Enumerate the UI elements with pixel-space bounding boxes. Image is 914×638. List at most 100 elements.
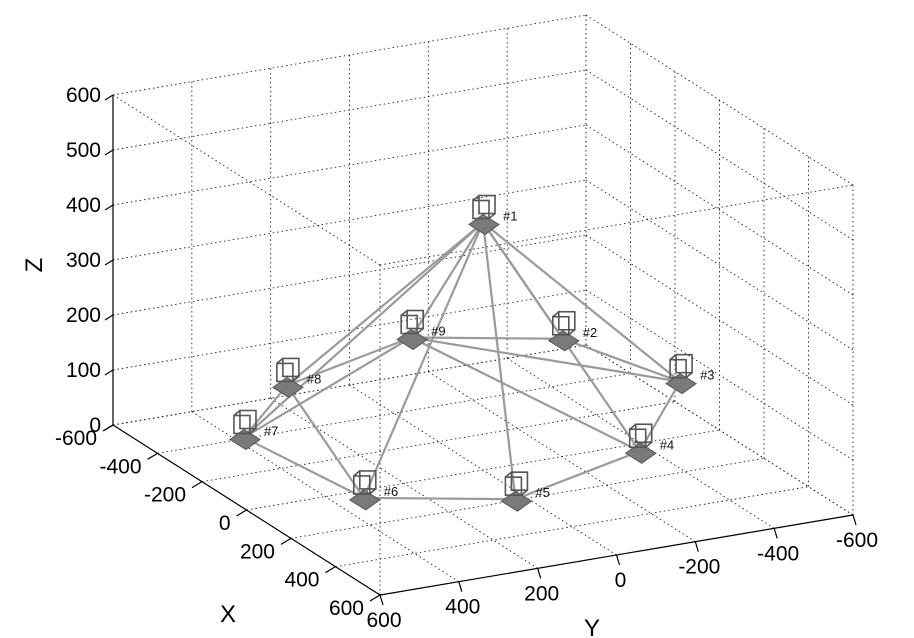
x-tick bbox=[236, 509, 247, 517]
node-cube-front bbox=[504, 476, 523, 496]
node-marker: #4 bbox=[624, 423, 674, 464]
floor-grid-line bbox=[201, 401, 676, 483]
z-tick bbox=[104, 94, 114, 101]
node-cube-front bbox=[352, 475, 371, 495]
z-tick-label: 0 bbox=[89, 414, 101, 437]
link-line bbox=[411, 336, 563, 340]
x-tick bbox=[191, 481, 203, 489]
wall-grid-line bbox=[585, 179, 854, 351]
node-cube-edge bbox=[504, 471, 512, 478]
x-tick bbox=[102, 424, 114, 432]
link-line bbox=[562, 337, 681, 383]
x-tick-label: 600 bbox=[329, 597, 364, 620]
floor-grid-line bbox=[428, 371, 696, 543]
y-tick-label: 400 bbox=[445, 596, 480, 619]
wall-grid-line bbox=[585, 234, 854, 406]
link-line bbox=[515, 450, 641, 501]
x-tick bbox=[147, 452, 158, 460]
node-cube-edge bbox=[552, 311, 560, 318]
y-tick-label: 0 bbox=[615, 569, 627, 592]
y-tick-label: -200 bbox=[678, 556, 720, 579]
wall-grid-line bbox=[585, 69, 854, 241]
node-cube-back bbox=[478, 194, 496, 215]
node-cube-back bbox=[239, 409, 257, 430]
z-tick-label: 100 bbox=[66, 359, 101, 382]
node-cube-edge bbox=[233, 409, 241, 417]
node-label: #4 bbox=[660, 437, 674, 452]
wall-grid-line bbox=[112, 69, 587, 151]
node-label: #5 bbox=[535, 485, 549, 500]
node-cube-front bbox=[276, 362, 294, 383]
wall-grid-line bbox=[112, 124, 587, 206]
floor-grid-line bbox=[349, 384, 617, 556]
node-cube-edge bbox=[369, 488, 377, 495]
node-label: #9 bbox=[431, 324, 445, 339]
grid-layer bbox=[112, 14, 854, 596]
z-tick-label: 300 bbox=[66, 249, 101, 272]
node-cube-back bbox=[510, 471, 529, 491]
x-tick-label: 0 bbox=[219, 512, 231, 535]
node-cube-back bbox=[358, 470, 377, 490]
node-cube-edge bbox=[669, 354, 677, 361]
node-marker: #6 bbox=[348, 470, 398, 511]
z-tick-label: 400 bbox=[66, 194, 101, 217]
wall-grid-line bbox=[112, 234, 587, 316]
z-tick-label: 200 bbox=[66, 304, 101, 327]
node-cube-edge bbox=[629, 423, 637, 430]
wall-grid-line bbox=[585, 344, 854, 516]
floor-grid-line bbox=[191, 411, 460, 583]
node-cube-front bbox=[669, 358, 687, 379]
link-line bbox=[243, 436, 365, 499]
node-cube-edge bbox=[568, 329, 576, 336]
node-cube-edge bbox=[400, 309, 408, 317]
y-tick-label: 200 bbox=[524, 582, 559, 605]
link-line bbox=[243, 336, 412, 439]
node-cube-edge bbox=[472, 194, 480, 202]
node-label: #7 bbox=[264, 424, 278, 439]
z-axis-label: Z bbox=[21, 258, 48, 273]
y-tick bbox=[458, 581, 463, 592]
x-tick-label: 400 bbox=[284, 569, 319, 592]
link-line bbox=[481, 222, 517, 500]
z-tick bbox=[104, 204, 114, 211]
node-cube-back bbox=[282, 357, 300, 378]
link-line bbox=[286, 221, 484, 387]
axis-layer: 0100200300400500600-600-400-200020040060… bbox=[55, 84, 878, 632]
y-tick bbox=[852, 514, 857, 526]
y-tick-label: 600 bbox=[366, 609, 401, 632]
node-cube-front bbox=[233, 414, 251, 435]
link-line bbox=[362, 222, 485, 499]
y-tick-label: -400 bbox=[757, 542, 799, 565]
z-tick-label: 500 bbox=[66, 139, 101, 162]
node-cube-front bbox=[472, 199, 490, 220]
z-tick bbox=[104, 314, 114, 321]
floor-grid-line bbox=[335, 486, 809, 568]
x-tick-label: -600 bbox=[55, 427, 97, 450]
z-tick-label: 600 bbox=[66, 84, 101, 107]
wall-grid-line bbox=[585, 289, 854, 461]
node-cube-edge bbox=[520, 489, 528, 496]
node-marker: #2 bbox=[547, 310, 597, 352]
floor-grid-line bbox=[157, 372, 631, 454]
node-cube-back bbox=[675, 353, 693, 374]
node-cube-front bbox=[628, 428, 647, 449]
y-tick bbox=[537, 568, 542, 579]
link-line bbox=[363, 496, 516, 501]
wall-grid-line bbox=[112, 179, 587, 261]
node-cube-back bbox=[634, 423, 653, 444]
x-tick-label: -400 bbox=[99, 455, 141, 478]
node-marker: #1 bbox=[468, 194, 517, 236]
node-layer: #1 #2 #3 #4 #5 #6 #7 #8 #9 bbox=[229, 194, 715, 512]
node-cube-edge bbox=[685, 372, 693, 379]
wall-grid-line bbox=[585, 124, 854, 296]
y-tick bbox=[694, 541, 699, 552]
node-cube-back bbox=[557, 310, 576, 331]
wall-grid-line bbox=[112, 14, 587, 96]
y-tick-label: -600 bbox=[836, 529, 878, 552]
node-label: #1 bbox=[503, 209, 517, 224]
z-tick bbox=[104, 369, 114, 376]
node-marker: #7 bbox=[229, 409, 278, 451]
z-tick bbox=[104, 259, 114, 266]
link-line bbox=[285, 384, 365, 499]
top-grid-line bbox=[379, 184, 854, 266]
